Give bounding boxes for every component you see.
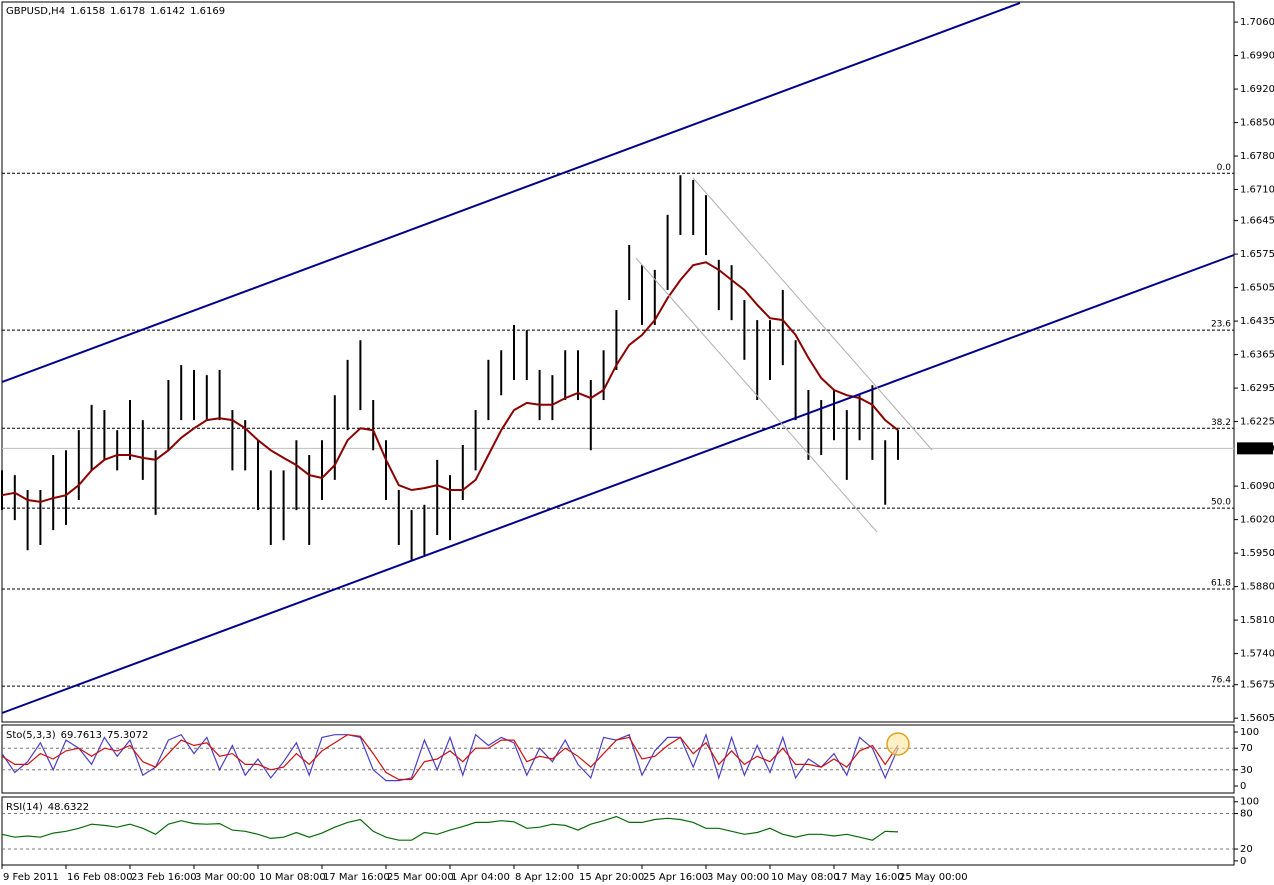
y-tick-label: 1.6090 [1240, 481, 1274, 492]
y-tick-label: 1.5950 [1240, 548, 1274, 559]
current-price-label: 1.6169 [1240, 443, 1274, 454]
y-tick-label: 1.6435 [1240, 316, 1274, 327]
x-tick-label: 1 Apr 04:00 [451, 872, 510, 883]
indicator-line [1, 732, 899, 782]
header-text: 48.6322 [48, 802, 89, 813]
current-price-box [1237, 442, 1273, 455]
x-tick-label: 25 Apr 16:00 [643, 872, 708, 883]
fib-label: 76.4 [1211, 676, 1231, 686]
highlight-circle [886, 732, 910, 756]
fib-label: 23.6 [1211, 320, 1231, 330]
y-tick-label: 1.5880 [1240, 582, 1274, 593]
y-tick-label: 1.6990 [1240, 51, 1274, 62]
x-tick-label: 15 Apr 20:00 [579, 872, 644, 883]
x-tick-label: 8 Apr 12:00 [515, 872, 574, 883]
header-text: 1.6142 [150, 6, 185, 17]
x-tick-label: 10 Mar 08:00 [259, 872, 326, 883]
x-tick-label: 16 Feb 08:00 [67, 872, 133, 883]
y-tick-label: 1.6850 [1240, 118, 1274, 129]
x-tick-label: 17 Mar 16:00 [323, 872, 390, 883]
channel-upper [1, 2, 1021, 383]
y-tick-label: 1.6920 [1240, 84, 1274, 95]
y-tick-label: 1.6575 [1240, 249, 1274, 260]
moving-average [1, 261, 899, 503]
fib-label: 0.0 [1217, 163, 1232, 173]
sto-panel [1, 724, 1235, 794]
x-tick-label: 23 Feb 16:00 [131, 872, 197, 883]
y-tick-label: 80 [1240, 809, 1253, 820]
y-tick-label: 1.6295 [1240, 383, 1274, 394]
down-channel-upper [692, 177, 933, 451]
y-tick-label: 1.5605 [1240, 713, 1274, 724]
x-tick-label: 10 May 08:00 [771, 872, 840, 883]
indicator-line [1, 815, 899, 841]
x-tick-label: 3 Mar 00:00 [195, 872, 255, 883]
y-tick-label: 1.6225 [1240, 417, 1274, 428]
x-tick-label: 25 May 00:00 [899, 872, 968, 883]
header-text: Sto(5,3,3) [6, 730, 56, 741]
y-tick-label: 20 [1240, 844, 1253, 855]
y-tick-label: 100 [1240, 727, 1259, 738]
trend-lines [1, 2, 1235, 714]
header-text: 1.6158 [70, 6, 105, 17]
header-text: RSI(14) [6, 802, 43, 813]
y-tick-label: 1.5675 [1240, 680, 1274, 691]
y-tick-label: 1.6020 [1240, 515, 1274, 526]
y-tick-label: 30 [1240, 765, 1253, 776]
fib-label: 38.2 [1211, 418, 1231, 428]
y-tick-label: 1.5740 [1240, 649, 1274, 660]
y-tick-label: 1.6365 [1240, 350, 1274, 361]
y-tick-label: 0 [1240, 856, 1246, 867]
header-text: 75.3072 [107, 730, 148, 741]
main-panel [1, 1, 1235, 723]
x-tick-label: 25 Mar 00:00 [387, 872, 454, 883]
header-text: 1.6178 [110, 6, 145, 17]
header-text: 69.7613 [61, 730, 102, 741]
fib-label: 50.0 [1211, 498, 1231, 508]
x-tick-label: 9 Feb 2011 [3, 872, 59, 883]
y-tick-label: 1.7060 [1240, 17, 1274, 28]
header-text: GBPUSD,H4 [6, 6, 65, 17]
y-tick-label: 100 [1240, 797, 1259, 808]
y-tick-label: 1.6505 [1240, 283, 1274, 294]
y-tick-label: 0 [1240, 781, 1246, 792]
x-tick-label: 17 May 16:00 [835, 872, 904, 883]
rsi-panel [1, 796, 1235, 866]
y-tick-label: 1.5810 [1240, 615, 1274, 626]
y-tick-label: 70 [1240, 743, 1253, 754]
x-tick-label: 3 May 00:00 [707, 872, 769, 883]
y-tick-label: 1.6710 [1240, 185, 1274, 196]
down-channel-lower [635, 257, 878, 533]
y-tick-label: 1.6645 [1240, 216, 1274, 227]
channel-lower [1, 254, 1235, 714]
fib-label: 61.8 [1211, 579, 1231, 589]
indicator-line [1, 734, 899, 781]
header-text: 1.6169 [190, 6, 225, 17]
y-tick-label: 1.6780 [1240, 151, 1274, 162]
